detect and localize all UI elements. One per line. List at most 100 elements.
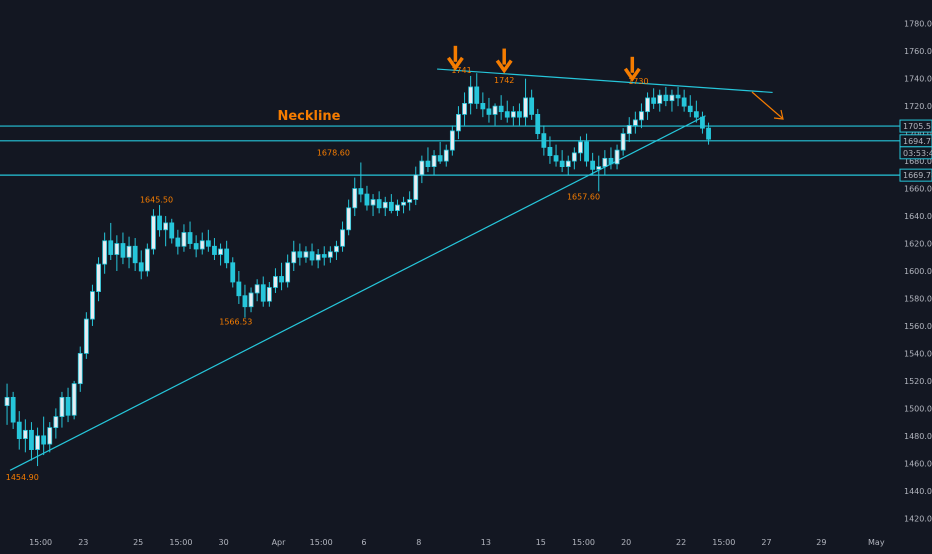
candle (395, 199, 400, 217)
candle-body (224, 248, 230, 264)
candle-body (431, 155, 437, 167)
candle-body (29, 429, 34, 450)
y-tick-label: 1640.00 (904, 212, 932, 221)
candle (303, 246, 309, 263)
candle-body (358, 188, 364, 195)
price-tag-box (899, 168, 932, 182)
candle (181, 224, 187, 252)
candle (248, 287, 254, 313)
candle (65, 387, 71, 423)
x-tick-label: 8 (416, 538, 421, 547)
candle-body (157, 215, 162, 231)
candle-body (65, 396, 71, 416)
candle (492, 103, 498, 126)
candle-body (462, 103, 467, 115)
breakdown-arrow-head (773, 109, 784, 120)
candle (29, 422, 34, 461)
candle-body (632, 119, 638, 126)
candle (132, 238, 138, 271)
candle (486, 97, 492, 123)
y-tick-label: 1620.00 (904, 240, 932, 249)
candle (35, 427, 40, 467)
price-tag-label: 1705.51 (903, 122, 932, 131)
candle (547, 136, 553, 164)
candle-body (669, 94, 675, 102)
candle (700, 111, 705, 134)
candle (413, 166, 419, 206)
candle-body (83, 318, 89, 354)
candle-body (199, 240, 205, 250)
candle-body (407, 199, 413, 203)
candle (77, 346, 83, 392)
candle (590, 152, 596, 175)
candle-body (120, 243, 126, 258)
x-tick-label: 15 (536, 538, 546, 547)
candle-body (260, 284, 266, 302)
candle-body (230, 262, 236, 283)
candle (279, 262, 284, 291)
y-tick-label: 1600.00 (904, 267, 932, 276)
candle (212, 238, 217, 261)
candle-body (547, 146, 553, 157)
candle-body (126, 245, 132, 258)
candle (71, 380, 77, 420)
candle-body (639, 111, 644, 121)
x-tick-label: 15:00 (29, 538, 52, 547)
candle-body (273, 276, 278, 288)
candle (224, 240, 230, 269)
x-tick-label: 15:00 (310, 538, 333, 547)
price-annotation: 1645.50 (140, 195, 173, 204)
price-tag-box (899, 119, 932, 133)
candle-body (559, 160, 565, 168)
candle (553, 144, 559, 167)
breakdown-arrow-shaft (751, 91, 783, 119)
candle-body (584, 141, 589, 162)
candle-body (96, 263, 101, 293)
candle (456, 106, 461, 140)
candle (431, 150, 437, 175)
candle (340, 221, 345, 252)
x-tick-label: 22 (676, 538, 686, 547)
candle (108, 222, 114, 261)
candle (425, 147, 431, 173)
candle-body (687, 105, 693, 113)
candle (144, 243, 150, 277)
candle (83, 312, 89, 359)
candle-body (291, 251, 297, 264)
candle-body (175, 237, 181, 247)
candle (657, 89, 663, 112)
candle-body (71, 383, 77, 416)
price-annotation: 1742 (494, 76, 514, 85)
y-tick-label: 1680.00 (904, 157, 932, 166)
x-tick-label: Apr (272, 538, 287, 547)
candle-body (651, 97, 657, 104)
candle-body (193, 243, 199, 250)
candle (151, 209, 156, 255)
candle-body (443, 149, 449, 162)
arrow-head (495, 59, 513, 74)
candle (205, 229, 211, 252)
candle (578, 136, 583, 162)
candle (187, 221, 193, 250)
candle-body (645, 97, 650, 113)
candle (120, 232, 126, 265)
candle-body (693, 111, 699, 118)
candle-body (529, 97, 535, 115)
candle-body (151, 215, 156, 250)
candle (90, 284, 95, 326)
candle-body (181, 232, 187, 247)
price-annotation: 1730 (628, 77, 648, 86)
y-tick-label: 1480.00 (904, 432, 932, 441)
candle-body (334, 245, 339, 253)
x-tick-label: 15:00 (712, 538, 735, 547)
candle-body (700, 116, 705, 129)
candle-body (59, 396, 65, 418)
candle-body (205, 240, 211, 247)
candle-body (401, 201, 406, 206)
down-arrow-icon (623, 56, 641, 82)
candle (53, 408, 59, 439)
candle (309, 243, 315, 266)
candle (266, 281, 272, 307)
